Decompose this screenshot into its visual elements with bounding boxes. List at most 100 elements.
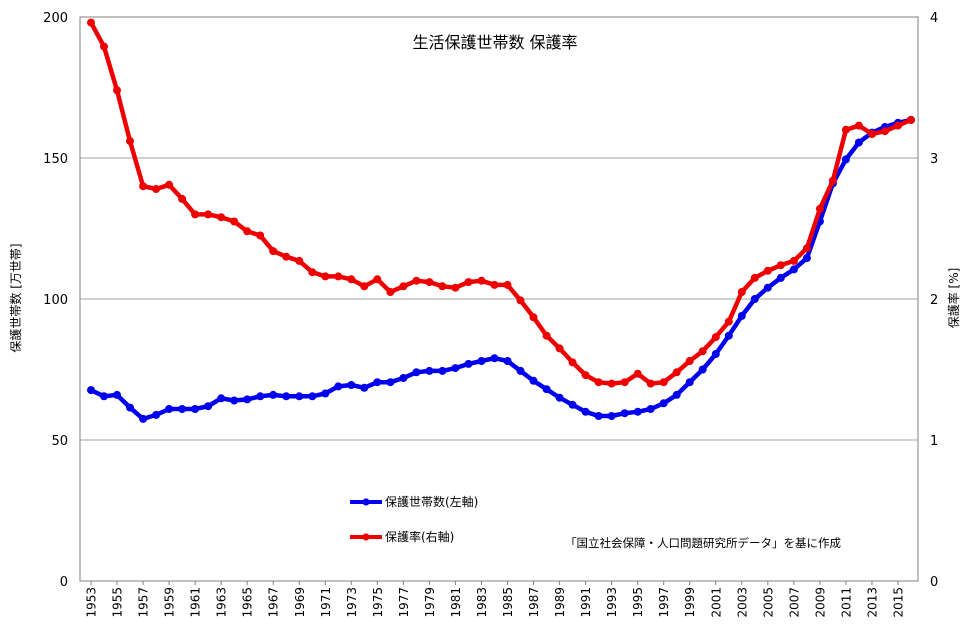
legend-marker-rate: [362, 533, 370, 541]
data-point: [87, 18, 95, 27]
x-tick-label: 1973: [345, 587, 359, 618]
data-point: [412, 368, 421, 377]
y2-tick-label: 1: [930, 434, 938, 449]
data-point: [165, 405, 174, 413]
y2-tick-label: 2: [930, 293, 938, 308]
data-point: [295, 392, 304, 401]
data-point: [685, 357, 694, 365]
x-tick-label: 1965: [241, 587, 255, 618]
data-point: [581, 407, 590, 416]
x-tick-label: 1971: [319, 587, 333, 618]
data-point: [646, 379, 655, 388]
data-point: [477, 276, 486, 285]
data-point: [412, 276, 421, 285]
data-point: [776, 261, 785, 270]
data-point: [516, 366, 525, 375]
data-point: [399, 282, 408, 291]
data-point: [139, 414, 148, 423]
data-point: [399, 374, 408, 382]
data-point: [113, 86, 121, 95]
y-tick-label: 50: [51, 434, 68, 449]
data-point: [568, 400, 577, 409]
x-tick-label: 1983: [475, 587, 489, 618]
y-tick-label: 0: [60, 575, 68, 590]
data-point: [373, 378, 382, 387]
data-point: [724, 331, 733, 340]
data-point: [464, 359, 473, 368]
x-tick-label: 1959: [163, 587, 177, 618]
x-tick-label: 1957: [137, 587, 151, 618]
data-point: [438, 282, 447, 291]
data-point: [217, 394, 226, 403]
data-point: [126, 137, 134, 146]
data-point: [477, 357, 486, 365]
data-point: [568, 358, 577, 367]
data-point: [243, 395, 252, 404]
data-point: [139, 182, 148, 191]
x-tick-label: 1977: [397, 587, 411, 618]
x-tick-label: 2005: [761, 587, 775, 618]
data-point: [87, 386, 95, 395]
data-point: [178, 405, 187, 413]
data-point: [425, 366, 434, 375]
data-point: [789, 265, 798, 274]
data-point: [868, 130, 876, 138]
right-axis-ticks: 0 1 2 3 4: [930, 11, 938, 590]
data-point: [529, 313, 538, 322]
x-tick-label: 2013: [865, 587, 879, 618]
data-point: [763, 283, 772, 292]
data-point: [204, 210, 213, 219]
data-point: [490, 280, 499, 289]
data-point: [100, 392, 108, 401]
data-point: [490, 354, 499, 363]
y2-tick-label: 3: [930, 152, 938, 167]
x-tick-label: 1961: [189, 587, 203, 618]
x-tick-label: 2001: [709, 587, 723, 618]
data-point: [841, 155, 850, 164]
series-line: [88, 117, 914, 422]
legend-item-households: 保護世帯数(左軸): [350, 494, 478, 509]
data-point: [282, 252, 291, 261]
data-point: [113, 390, 121, 399]
legend-item-rate: 保護率(右軸): [350, 529, 454, 544]
data-point: [360, 383, 369, 392]
data-point: [881, 127, 889, 136]
y-tick-label: 150: [43, 152, 68, 167]
data-point: [620, 378, 629, 387]
data-point: [698, 365, 707, 374]
x-tick-label: 2007: [787, 587, 801, 618]
data-point: [841, 125, 850, 134]
data-point: [581, 371, 590, 380]
series-rate: [87, 18, 915, 388]
data-point: [776, 273, 785, 282]
data-point: [907, 115, 915, 124]
data-point: [789, 256, 798, 265]
data-point: [633, 407, 642, 416]
data-point: [438, 366, 447, 375]
data-point: [646, 405, 655, 413]
data-point: [347, 275, 356, 284]
data-point: [191, 405, 200, 413]
data-point: [750, 273, 759, 282]
x-tick-label: 1989: [553, 587, 567, 618]
data-point: [230, 217, 239, 226]
data-point: [672, 368, 681, 377]
data-point: [451, 283, 460, 292]
data-point: [386, 288, 395, 296]
data-point: [256, 392, 265, 401]
data-point: [321, 272, 330, 281]
y2-tick-label: 0: [930, 575, 938, 590]
data-point: [191, 210, 200, 219]
data-point: [334, 272, 343, 281]
data-point: [516, 296, 525, 305]
data-point: [308, 392, 317, 401]
data-point: [152, 185, 161, 193]
x-tick-label: 2011: [839, 587, 853, 618]
data-point: [633, 369, 642, 378]
x-tick-label: 1975: [371, 587, 385, 618]
data-point: [763, 266, 772, 275]
data-point: [386, 378, 395, 387]
x-tick-label: 1985: [501, 587, 515, 618]
data-point: [685, 378, 694, 387]
